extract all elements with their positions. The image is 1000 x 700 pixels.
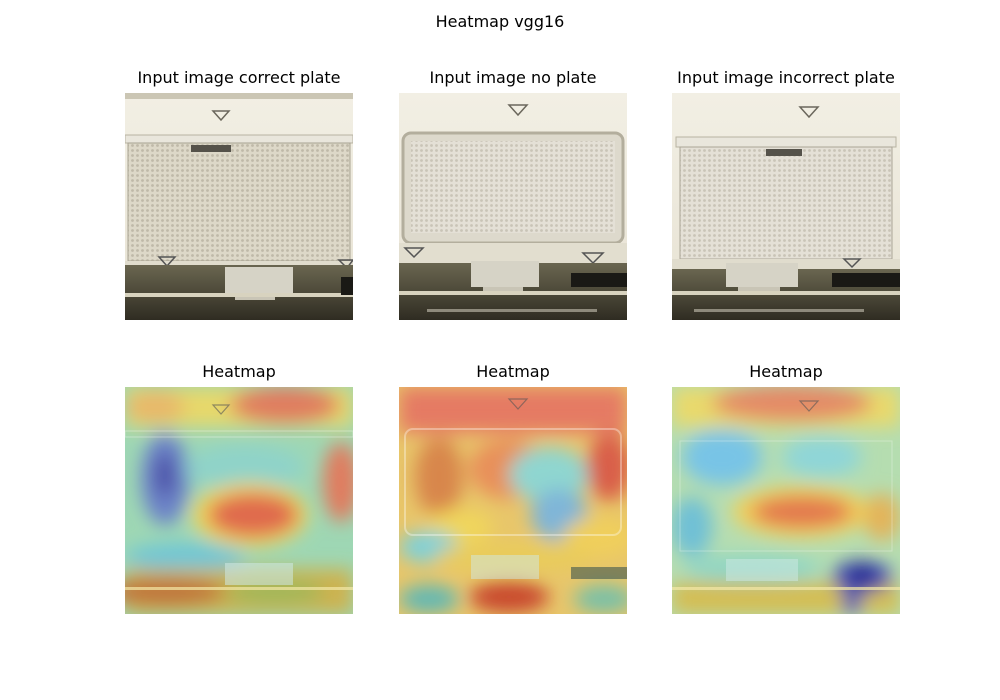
heatmap-no-plate <box>399 387 627 614</box>
figure-title: Heatmap vgg16 <box>0 12 1000 31</box>
panel-title-incorrect-plate: Input image incorrect plate <box>656 68 916 87</box>
panel-title-no-plate: Input image no plate <box>383 68 643 87</box>
panel-title-heatmap-no-plate: Heatmap <box>383 362 643 381</box>
panel-title-correct-plate: Input image correct plate <box>109 68 369 87</box>
input-image-correct-plate <box>125 93 353 320</box>
input-image-no-plate <box>399 93 627 320</box>
heatmap-incorrect-plate <box>672 387 900 614</box>
input-image-incorrect-plate <box>672 93 900 320</box>
panel-title-heatmap-incorrect: Heatmap <box>656 362 916 381</box>
heatmap-correct-plate <box>125 387 353 614</box>
panel-title-heatmap-correct: Heatmap <box>109 362 369 381</box>
